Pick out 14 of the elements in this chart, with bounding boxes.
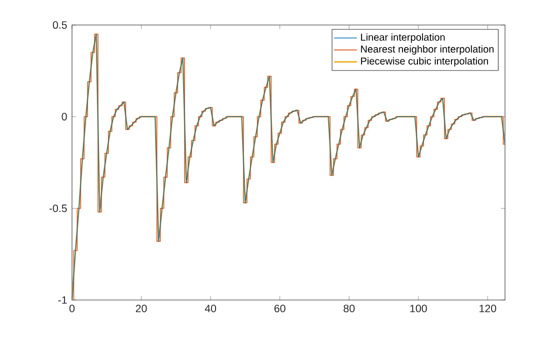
y-tick-label: 0: [62, 112, 67, 120]
x-tick-label: 20: [136, 304, 147, 312]
y-tick-label: 0.5: [52, 21, 67, 29]
x-tick-label: 120: [480, 304, 496, 312]
y-tick-label: -1: [58, 296, 67, 304]
x-tick-label: 40: [204, 304, 216, 312]
legend-label: Linear interpolation: [361, 33, 445, 43]
legend-label: Piecewise cubic interpolation: [361, 57, 488, 67]
x-tick-label: 60: [274, 304, 286, 312]
x-tick-label: 100: [410, 304, 427, 312]
legend-label: Nearest neighbor interpolation: [361, 45, 494, 55]
x-tick-label: 0: [69, 304, 75, 312]
y-tick-label: -0.5: [49, 204, 67, 212]
x-tick-label: 80: [344, 304, 355, 312]
